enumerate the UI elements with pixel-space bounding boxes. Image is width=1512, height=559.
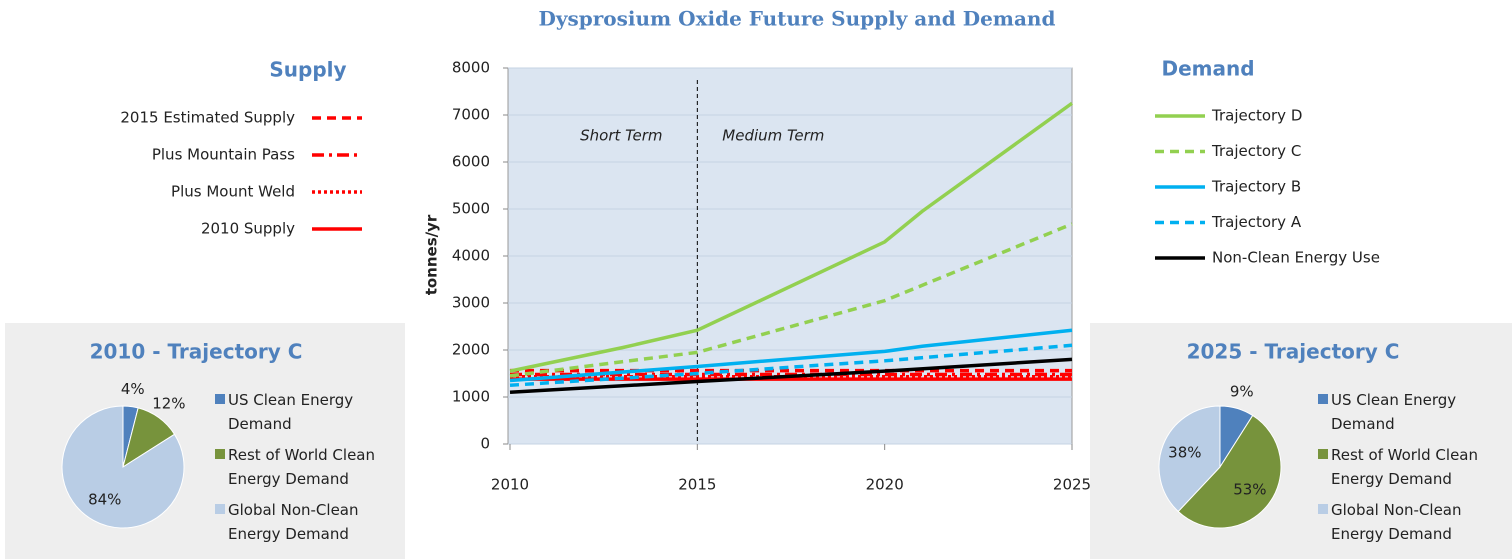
- legend-item: Global Non-Clean Energy Demand: [1331, 501, 1462, 543]
- legend-item: US Clean Energy Demand: [228, 391, 354, 433]
- pie-panel: [1090, 323, 1512, 559]
- legend-swatch: [1318, 394, 1328, 404]
- legend-label: Trajectory A: [1211, 213, 1302, 231]
- legend-title: Demand: [1161, 57, 1254, 81]
- y-tick-label: 5000: [452, 200, 490, 218]
- legend-label: Trajectory C: [1211, 142, 1301, 160]
- data-label: 53%: [1233, 481, 1266, 499]
- y-tick-label: 0: [480, 435, 490, 453]
- legend-label: Global Non-Clean Energy Demand: [1331, 501, 1462, 543]
- legend-label: US Clean Energy Demand: [1331, 391, 1457, 433]
- legend-label: Rest of World Clean Energy Demand: [228, 446, 375, 488]
- legend-swatch: [215, 394, 225, 404]
- pie-slice: [61, 405, 185, 529]
- legend-swatch: [215, 449, 225, 459]
- data-label: 12%: [152, 394, 185, 412]
- y-tick-label: 6000: [452, 153, 490, 171]
- legend-label: Rest of World Clean Energy Demand: [1331, 446, 1478, 488]
- data-label: 38%: [1168, 444, 1201, 462]
- data-label: 9%: [1230, 383, 1254, 401]
- y-tick-label: 2000: [452, 341, 490, 359]
- series-line: [509, 222, 1073, 378]
- annotation: Short Term: [580, 127, 662, 145]
- y-axis-label: tonnes/yr: [423, 214, 441, 295]
- y-tick-label: 1000: [452, 388, 490, 406]
- legend-label: Plus Mountain Pass: [152, 146, 295, 164]
- pie-slice: [1158, 405, 1221, 513]
- legend-swatch: [1318, 504, 1328, 514]
- legend-label: Trajectory B: [1211, 178, 1301, 196]
- legend-item: US Clean Energy Demand: [1331, 391, 1457, 433]
- legend-label: Plus Mount Weld: [171, 183, 295, 201]
- x-tick-label: 2010: [491, 476, 529, 494]
- series-line: [509, 357, 1073, 395]
- legend-swatch: [215, 504, 225, 514]
- legend-label: Non-Clean Energy Use: [1212, 249, 1380, 267]
- legend-label: Global Non-Clean Energy Demand: [228, 501, 359, 543]
- series-line: [509, 328, 1073, 383]
- annotation: Medium Term: [722, 127, 824, 145]
- legend-label: Trajectory D: [1211, 107, 1302, 125]
- series-line: [509, 101, 1074, 373]
- legend-label: 2015 Estimated Supply: [120, 109, 295, 127]
- data-label: 84%: [88, 491, 121, 509]
- pie-title: 2010 - Trajectory C: [90, 340, 303, 364]
- legend-label: US Clean Energy Demand: [228, 391, 354, 433]
- y-tick-label: 8000: [452, 59, 490, 77]
- legend-label: 2010 Supply: [201, 220, 295, 238]
- x-tick-label: 2020: [866, 476, 904, 494]
- pie-slice: [1177, 414, 1282, 529]
- legend-swatch: [1318, 449, 1328, 459]
- data-label: 4%: [121, 380, 145, 398]
- chart-title: Dysprosium Oxide Future Supply and Deman…: [539, 7, 1056, 31]
- legend-item: Rest of World Clean Energy Demand: [228, 446, 375, 488]
- legend-item: Rest of World Clean Energy Demand: [1331, 446, 1478, 488]
- series-line: [509, 343, 1073, 387]
- y-tick-label: 3000: [452, 294, 490, 312]
- pie-title: 2025 - Trajectory C: [1187, 340, 1400, 364]
- x-tick-label: 2015: [678, 476, 716, 494]
- x-tick-label: 2025: [1053, 476, 1091, 494]
- legend-title: Supply: [269, 58, 346, 82]
- y-tick-label: 7000: [452, 106, 490, 124]
- legend-item: Global Non-Clean Energy Demand: [228, 501, 359, 543]
- y-tick-label: 4000: [452, 247, 490, 265]
